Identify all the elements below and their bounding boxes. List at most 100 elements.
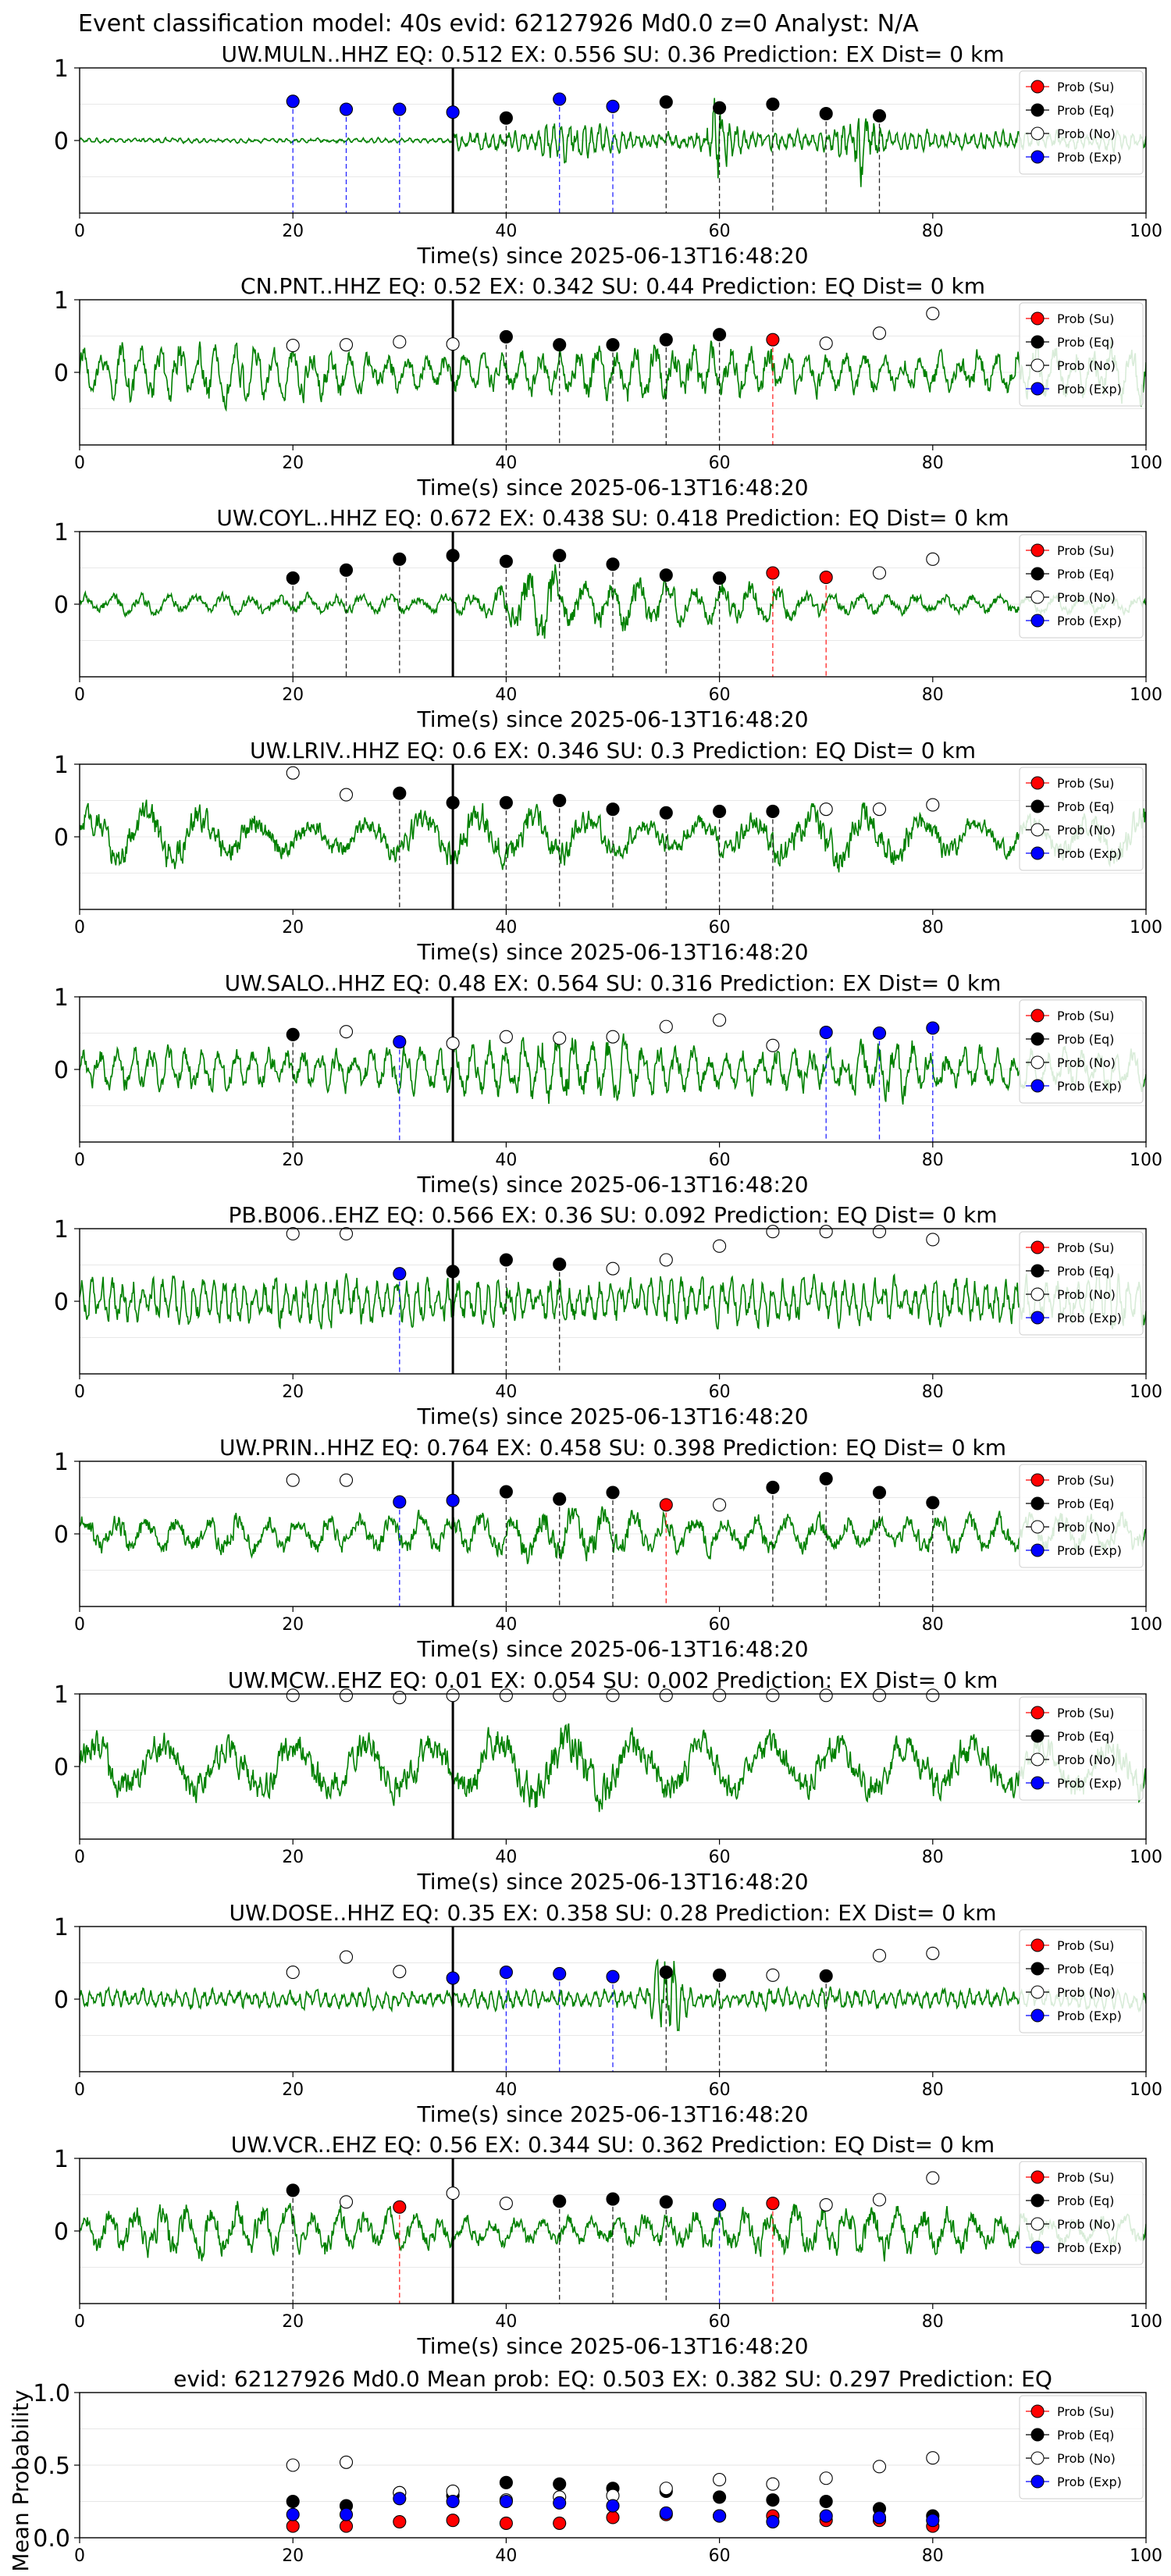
- mean-marker-su: [339, 2519, 354, 2533]
- mean-marker-no: [286, 2458, 300, 2472]
- legend-marker-su: [1030, 2404, 1045, 2418]
- x-tick-label: 40: [495, 1615, 517, 1635]
- legend-marker-eq: [1030, 1264, 1045, 1278]
- y-tick-label: 1: [54, 1449, 69, 1476]
- legend-frame: [1019, 999, 1144, 1104]
- mean-marker-su: [553, 2516, 567, 2530]
- y-tick-label: 0.0: [33, 2525, 70, 2553]
- legend-box: Prob (Su) Prob (Eq) Prob (No) Prob (Exp): [1019, 1231, 1144, 1336]
- prob-marker-no: [872, 566, 887, 580]
- prob-marker-eq: [606, 338, 620, 352]
- prob-marker-eq: [659, 1966, 673, 1980]
- x-tick-label: 100: [1130, 1848, 1162, 1867]
- mean-marker-eq: [819, 2494, 833, 2509]
- x-tick-label: 20: [282, 2312, 304, 2332]
- panel-title: UW.DOSE..HHZ EQ: 0.35 EX: 0.358 SU: 0.28…: [229, 1900, 996, 1926]
- prob-marker-eq: [659, 333, 673, 347]
- legend-marker-su: [1030, 1009, 1045, 1023]
- prob-marker-eq: [713, 101, 727, 115]
- prob-marker-eq: [766, 804, 780, 818]
- x-tick-label: 20: [282, 1382, 304, 1402]
- x-tick-label: 100: [1130, 918, 1162, 938]
- y-tick-label: 0: [54, 824, 69, 852]
- legend-label-su: Prob (Su): [1057, 2170, 1114, 2185]
- prob-marker-eq: [446, 1265, 460, 1279]
- prob-marker-no: [499, 1030, 513, 1044]
- mean-marker-su: [286, 2519, 300, 2533]
- legend-box: Prob (Su) Prob (Eq) Prob (No) Prob (Exp): [1019, 2161, 1144, 2265]
- legend-marker-exp: [1030, 1079, 1045, 1093]
- legend-marker-no: [1030, 1055, 1045, 1069]
- station-panel-4: UW.SALO..HHZ EQ: 0.48 EX: 0.564 SU: 0.31…: [54, 970, 1162, 1197]
- prob-marker-exp: [553, 1966, 567, 1980]
- prob-marker-no: [499, 2197, 513, 2211]
- prob-marker-eq: [659, 568, 673, 582]
- mean-marker-exp: [659, 2506, 673, 2520]
- y-tick-label: 1: [54, 1681, 69, 1709]
- legend-label-exp: Prob (Exp): [1057, 2008, 1122, 2023]
- mean-marker-exp: [713, 2509, 727, 2523]
- y-tick-label: 1: [54, 1216, 69, 1244]
- panel-title: UW.PRIN..HHZ EQ: 0.764 EX: 0.458 SU: 0.3…: [219, 1435, 1006, 1461]
- legend-marker-eq: [1030, 799, 1045, 813]
- station-panel-6: UW.PRIN..HHZ EQ: 0.764 EX: 0.458 SU: 0.3…: [54, 1435, 1162, 1662]
- legend-label-no: Prob (No): [1057, 1055, 1116, 1070]
- mean-marker-no: [872, 2460, 887, 2474]
- x-axis-label: Time(s) since 2025-06-13T16:48:20: [416, 475, 808, 500]
- prob-marker-eq: [659, 806, 673, 820]
- x-tick-label: 80: [922, 1615, 944, 1635]
- x-tick-label: 0: [74, 685, 85, 705]
- station-panel-0: UW.MULN..HHZ EQ: 0.512 EX: 0.556 SU: 0.3…: [54, 41, 1162, 269]
- legend-marker-eq: [1030, 567, 1045, 581]
- legend-marker-exp: [1030, 614, 1045, 628]
- x-tick-label: 40: [495, 685, 517, 705]
- legend-label-su: Prob (Su): [1057, 1009, 1114, 1023]
- prob-marker-no: [446, 1688, 460, 1703]
- legend-label-no: Prob (No): [1057, 358, 1116, 373]
- legend-marker-su: [1030, 1240, 1045, 1254]
- mean-marker-su: [446, 2514, 460, 2528]
- x-tick-label: 100: [1130, 1615, 1162, 1635]
- x-tick-label: 100: [1130, 2080, 1162, 2100]
- prob-marker-eq: [553, 1492, 567, 1506]
- y-tick-label: 0.5: [33, 2453, 70, 2480]
- legend-frame: [1019, 1464, 1144, 1568]
- prob-marker-eq: [606, 802, 620, 817]
- prob-marker-eq: [659, 95, 673, 109]
- prob-marker-no: [339, 1950, 354, 1964]
- prob-marker-eq: [713, 1968, 727, 1982]
- legend-marker-eq: [1030, 103, 1045, 117]
- prob-marker-no: [766, 1038, 780, 1052]
- x-tick-label: 60: [709, 2312, 731, 2332]
- station-panel-7: UW.MCW..EHZ EQ: 0.01 EX: 0.054 SU: 0.002…: [54, 1667, 1162, 1895]
- legend-label-su: Prob (Su): [1057, 1240, 1114, 1255]
- prob-marker-eq: [553, 2194, 567, 2208]
- mean-marker-no: [339, 2455, 354, 2469]
- legend-label-exp: Prob (Exp): [1057, 1079, 1122, 1094]
- x-tick-label: 20: [282, 685, 304, 705]
- legend-label-eq: Prob (Eq): [1057, 2194, 1114, 2208]
- legend-label-exp: Prob (Exp): [1057, 1543, 1122, 1558]
- prob-marker-eq: [766, 1480, 780, 1495]
- panel-title: PB.B006..EHZ EQ: 0.566 EX: 0.36 SU: 0.09…: [228, 1202, 997, 1228]
- legend-label-exp: Prob (Exp): [1057, 2240, 1122, 2255]
- legend-marker-no: [1030, 590, 1045, 604]
- prob-marker-eq: [446, 795, 460, 809]
- y-tick-label: 1: [54, 1914, 69, 1941]
- waveform-trace: [80, 799, 1146, 873]
- legend-marker-eq: [1030, 1496, 1045, 1510]
- prob-marker-exp: [926, 1021, 940, 1035]
- prob-marker-eq: [286, 2183, 300, 2197]
- legend-marker-su: [1030, 1938, 1045, 1952]
- legend-marker-exp: [1030, 150, 1045, 164]
- prob-marker-exp: [606, 99, 620, 113]
- prob-marker-no: [606, 1688, 620, 1703]
- legend-box: Prob (Su) Prob (Eq) Prob (No) Prob (Exp): [1019, 2395, 1144, 2500]
- station-panel-8: UW.DOSE..HHZ EQ: 0.35 EX: 0.358 SU: 0.28…: [54, 1900, 1162, 2127]
- y-tick-label: 1.0: [33, 2380, 70, 2407]
- x-tick-label: 20: [282, 454, 304, 473]
- prob-marker-no: [926, 1688, 940, 1703]
- legend-label-exp: Prob (Exp): [1057, 1311, 1122, 1325]
- x-axis-label: Time(s) since 2025-06-13T16:48:20: [416, 939, 808, 965]
- legend-label-su: Prob (Su): [1057, 1706, 1114, 1720]
